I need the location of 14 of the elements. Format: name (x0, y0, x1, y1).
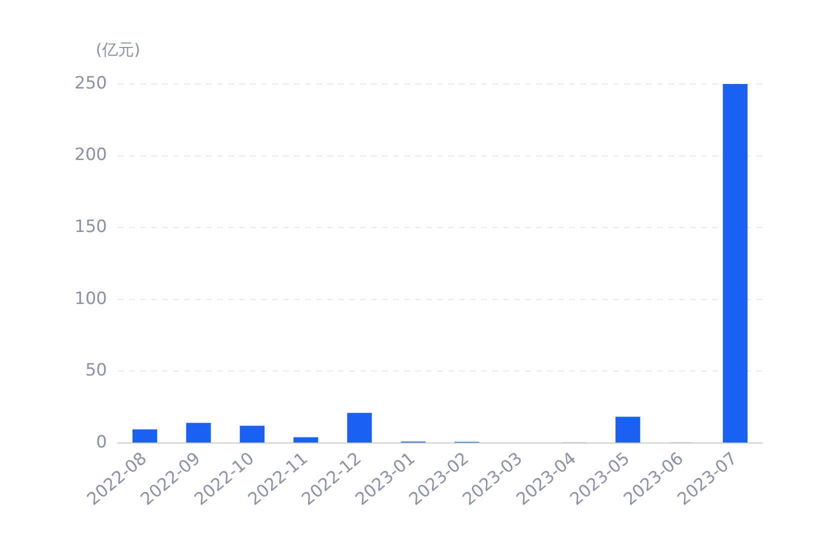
y-tick-label: 250 (74, 73, 107, 94)
y-tick-label: 0 (96, 432, 107, 452)
bar (293, 437, 318, 442)
bar (347, 412, 372, 442)
bar (240, 426, 265, 442)
y-axis-title: (亿元) (96, 40, 140, 60)
bar (722, 84, 748, 442)
bar (186, 422, 211, 442)
y-tick-label: 100 (74, 288, 107, 309)
bar (615, 416, 640, 442)
y-tick-label: 50 (85, 360, 107, 381)
y-tick-label: 200 (74, 145, 107, 166)
bar (132, 429, 158, 442)
y-tick-label: 150 (74, 217, 107, 238)
